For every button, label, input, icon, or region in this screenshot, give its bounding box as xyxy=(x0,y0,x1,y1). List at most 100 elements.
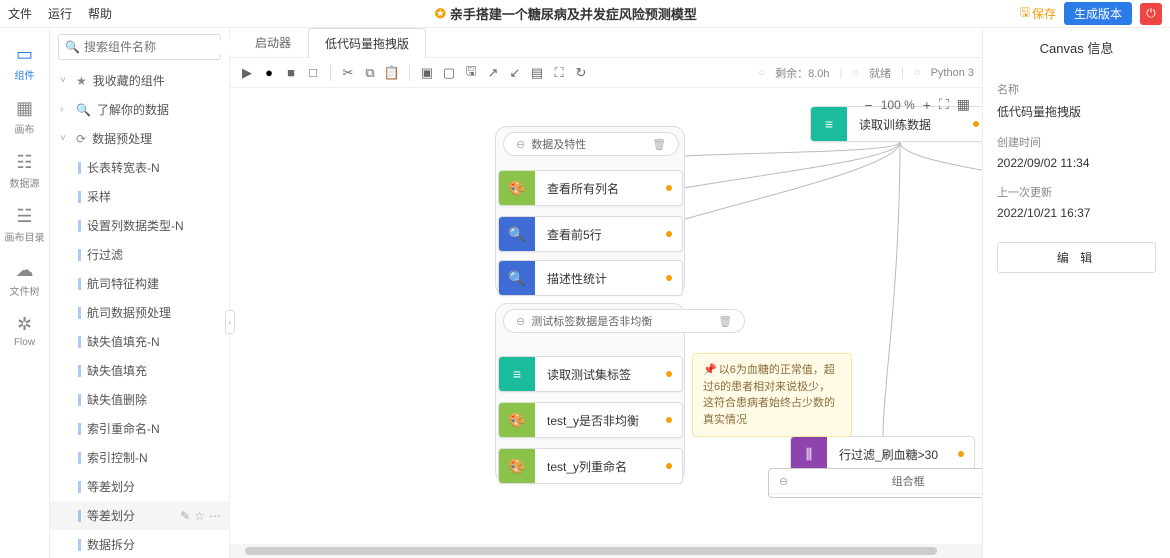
collapse-handle[interactable]: ‹ xyxy=(225,310,235,334)
tree-item[interactable]: 长表转宽表-N xyxy=(50,153,229,182)
tb-layout-icon[interactable]: ▤ xyxy=(528,64,546,82)
group-header[interactable]: ⊖测试标签数据是否非均衡🗑 xyxy=(503,309,745,333)
updated-label: 上一次更新 xyxy=(997,184,1156,200)
canvas-wrap[interactable]: − 100 % + ⛶ ▦ ≡读取训练数据⊖数据及特性🗑🎨查看所有列名🔍查看 xyxy=(230,88,982,558)
rail-components[interactable]: ▭组件 xyxy=(0,36,49,90)
tree-item[interactable]: 设置列数据类型-N xyxy=(50,211,229,240)
tree-item[interactable]: 等差划分✎☆⋯ xyxy=(50,501,229,530)
group-node[interactable]: 🔍查看前5行 xyxy=(498,216,683,252)
more-icon[interactable]: ⋯ xyxy=(209,509,221,523)
item-bar-icon xyxy=(78,452,81,464)
h-scroll-thumb[interactable] xyxy=(245,547,937,555)
zoom-value: 100 % xyxy=(881,98,915,112)
edit-button[interactable]: 编 辑 xyxy=(997,242,1156,273)
created-value: 2022/09/02 11:34 xyxy=(997,156,1156,170)
h-scrollbar[interactable] xyxy=(230,544,982,558)
tb-copy-icon[interactable]: ⧉ xyxy=(361,64,379,82)
tree-item[interactable]: 航司数据预处理 xyxy=(50,298,229,327)
menu-run[interactable]: 运行 xyxy=(48,5,72,22)
collapse-icon[interactable]: ⊖ xyxy=(516,138,525,151)
group-node[interactable]: 🎨test_y列重命名 xyxy=(498,448,683,484)
tb-fit-icon[interactable]: ⛶ xyxy=(550,64,568,82)
tree-item[interactable]: 航司特征构建 xyxy=(50,269,229,298)
delete-icon[interactable]: 🗑 xyxy=(652,138,666,151)
tab-lowcode[interactable]: 低代码量拖拽版 xyxy=(308,28,426,58)
tree-item[interactable]: 缺失值删除 xyxy=(50,385,229,414)
node-filter[interactable]: ⫼行过滤_刷血糖>30 xyxy=(790,436,975,472)
delete-icon[interactable]: 🗑 xyxy=(718,315,732,328)
status-dot xyxy=(958,451,964,457)
group-node[interactable]: 🔍描述性统计 xyxy=(498,260,683,296)
item-label: 航司数据预处理 xyxy=(87,304,171,321)
tb-refresh-icon[interactable]: ↻ xyxy=(572,64,590,82)
tb-import-icon[interactable]: ↙ xyxy=(506,64,524,82)
rail-flow[interactable]: ✲Flow xyxy=(0,306,49,356)
zoom-in-button[interactable]: + xyxy=(923,97,931,113)
item-bar-icon xyxy=(78,162,81,174)
tree-item[interactable]: 数据拆分 xyxy=(50,530,229,558)
tb-record-icon[interactable]: ▶ xyxy=(238,64,256,82)
group-node[interactable]: ≡读取测试集标签 xyxy=(498,356,683,392)
tb-circle-icon[interactable]: ● xyxy=(260,64,278,82)
tb-export-icon[interactable]: ↗ xyxy=(484,64,502,82)
rail-canvas[interactable]: ▦画布 xyxy=(0,90,49,144)
collapse-icon[interactable]: ⊖ xyxy=(516,315,525,328)
tb-square-icon[interactable]: □ xyxy=(304,64,322,82)
tb-ungroup-icon[interactable]: ▢ xyxy=(440,64,458,82)
zoom-controls: − 100 % + ⛶ ▦ xyxy=(865,96,970,113)
collapse-icon[interactable]: ⊖ xyxy=(779,475,788,488)
menu-file[interactable]: 文件 xyxy=(8,5,32,22)
tab-launcher[interactable]: 启动器 xyxy=(238,27,308,57)
group-node[interactable]: 🎨test_y是否非均衡 xyxy=(498,402,683,438)
tb-stop-icon[interactable]: ■ xyxy=(282,64,300,82)
tb-group-icon[interactable]: ▣ xyxy=(418,64,436,82)
tree-item[interactable]: 采样 xyxy=(50,182,229,211)
group-title: 数据及特性 xyxy=(531,136,586,152)
tree-item[interactable]: 等差划分 xyxy=(50,472,229,501)
zoom-out-button[interactable]: − xyxy=(865,97,873,113)
rail-canvas-dir[interactable]: ☱画布目录 xyxy=(0,198,49,252)
tree-item[interactable]: 缺失值填充 xyxy=(50,356,229,385)
canvas[interactable]: ≡读取训练数据⊖数据及特性🗑🎨查看所有列名🔍查看前5行🔍描述性统计🎨进一步查看缺… xyxy=(230,88,982,558)
tb-cut-icon[interactable]: ✂ xyxy=(339,64,357,82)
item-bar-icon xyxy=(78,220,81,232)
node-label: 行过滤_刷血糖>30 xyxy=(827,446,958,463)
tb-paste-icon[interactable]: 📋 xyxy=(383,64,401,82)
menu-help[interactable]: 帮助 xyxy=(88,5,112,22)
group-header[interactable]: ⊖ 数据及特性 🗑 xyxy=(503,132,679,156)
group-icon: ★ xyxy=(76,74,87,88)
tree-group[interactable]: ˅★我收藏的组件 xyxy=(50,66,229,95)
group-node[interactable]: 🎨查看所有列名 xyxy=(498,170,683,206)
save-button[interactable]: 🖫 保存 xyxy=(1020,3,1056,24)
tabs: 启动器 低代码量拖拽版 xyxy=(230,28,982,58)
rail-datasource[interactable]: ☷数据源 xyxy=(0,144,49,198)
search-box[interactable]: 🔍 xyxy=(58,34,221,60)
edit-icon[interactable]: ✎ xyxy=(180,509,190,523)
node-icon: 🎨 xyxy=(499,171,535,205)
canvas-note[interactable]: 📌以6为血糖的正常值，超过6的患者相对来说极少，这符合患病者始终占少数的真实情况 xyxy=(692,353,852,437)
name-label: 名称 xyxy=(997,81,1156,97)
star-icon[interactable]: ☆ xyxy=(194,509,205,523)
tree-item[interactable]: 索引重命名-N xyxy=(50,414,229,443)
generate-version-button[interactable]: 生成版本 xyxy=(1064,2,1132,25)
item-bar-icon xyxy=(78,278,81,290)
tree-item[interactable]: 缺失值填充-N xyxy=(50,327,229,356)
tree-group[interactable]: ˅⟳数据预处理 xyxy=(50,124,229,153)
tree-group[interactable]: ›🔍了解你的数据 xyxy=(50,95,229,124)
item-label: 设置列数据类型-N xyxy=(87,217,184,234)
tree-item[interactable]: 索引控制-N xyxy=(50,443,229,472)
search-input[interactable] xyxy=(84,40,239,54)
zoom-grid-icon[interactable]: ▦ xyxy=(957,96,970,113)
combo-box[interactable]: ⊖组合框 xyxy=(768,468,982,498)
node-label: 查看所有列名 xyxy=(535,180,666,197)
node-icon: 🔍 xyxy=(499,261,535,295)
tree-item[interactable]: 行过滤 xyxy=(50,240,229,269)
flow-icon: ✲ xyxy=(17,314,32,335)
power-button[interactable]: ⏻ xyxy=(1140,3,1162,25)
rail-filetree[interactable]: ☁文件树 xyxy=(0,252,49,306)
zoom-fit-icon[interactable]: ⛶ xyxy=(939,96,949,113)
item-bar-icon xyxy=(78,423,81,435)
page-title: 亲手搭建一个糖尿病及并发症风险预测模型 xyxy=(450,4,697,23)
status-dot xyxy=(973,121,979,127)
tb-save-icon[interactable]: 🖫 xyxy=(462,64,480,82)
